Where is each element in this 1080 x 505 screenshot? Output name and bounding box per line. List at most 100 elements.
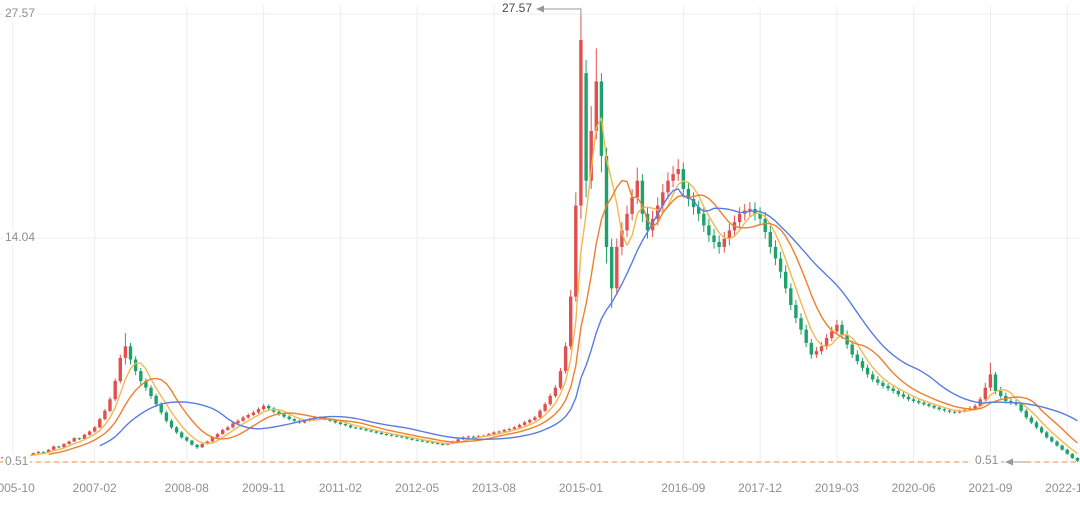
candle-body	[256, 409, 261, 413]
max-annotation-arrow	[536, 5, 544, 13]
candle-body	[87, 431, 92, 435]
candle-body	[778, 258, 783, 272]
candle-body	[287, 416, 291, 420]
candle-body	[1075, 458, 1080, 461]
candle-body	[814, 351, 819, 355]
candle-body	[697, 207, 701, 214]
candle-body	[927, 404, 931, 406]
candle-body	[661, 192, 665, 206]
y-axis-label-mid: 14.04	[3, 230, 38, 245]
candle-body	[374, 431, 378, 433]
candle-body	[369, 430, 373, 432]
candle-body	[712, 235, 716, 242]
candle-body	[389, 434, 394, 436]
candle-body	[871, 374, 875, 380]
candle-body	[354, 427, 358, 429]
candle-body	[420, 440, 424, 442]
candle-body	[625, 213, 629, 231]
candle-body	[241, 417, 245, 421]
candle-body	[999, 391, 1003, 396]
candle-body	[958, 411, 962, 413]
candle-body	[1029, 417, 1034, 423]
candle-body	[425, 441, 430, 443]
x-axis-label: 2019-03	[815, 481, 859, 495]
candle-body	[164, 412, 169, 421]
candle-body	[251, 412, 256, 415]
candle-body	[77, 438, 81, 440]
candle-body	[717, 242, 721, 247]
candle-body	[149, 387, 153, 396]
candle-body	[487, 434, 491, 436]
candle-body	[159, 404, 163, 413]
candle-body	[794, 304, 798, 319]
candle-body	[528, 419, 532, 423]
candle-body	[128, 346, 133, 360]
candle-body	[722, 238, 726, 247]
candle-body	[973, 405, 977, 409]
candle-body	[988, 374, 993, 388]
candle-body	[384, 434, 389, 435]
candle-body	[215, 434, 220, 438]
candle-body	[896, 391, 900, 395]
candle-body	[123, 346, 128, 358]
candle-body	[993, 374, 998, 391]
max-price-annotation: 27.57	[501, 1, 532, 15]
candle-body	[922, 402, 926, 405]
x-axis-label: 2015-01	[559, 481, 603, 495]
candle-body	[819, 346, 824, 352]
x-axis-label: 2017-12	[738, 481, 782, 495]
candle-body	[210, 437, 215, 442]
candle-body	[620, 230, 624, 247]
candle-body	[497, 431, 501, 433]
candle-body	[0, 457, 5, 459]
candle-body	[93, 427, 97, 432]
candle-body	[154, 395, 158, 405]
y-axis-label-min: 0.51	[3, 454, 31, 469]
candle-body	[789, 288, 793, 305]
candle-body	[748, 208, 752, 211]
grid-lines	[0, 6, 1080, 463]
candle-body	[292, 419, 296, 421]
x-axis-label: 2022-12	[1045, 481, 1080, 495]
candle-body	[830, 331, 834, 338]
candle-body	[302, 420, 307, 423]
candle-body	[691, 198, 696, 208]
candle-body	[584, 73, 588, 181]
candle-body	[72, 438, 76, 442]
candle-body	[804, 329, 808, 343]
candle-body	[635, 180, 639, 198]
candle-body	[1055, 441, 1059, 446]
candle-body	[758, 213, 762, 219]
max-annotation-leader	[543, 8, 582, 17]
candle-body	[860, 361, 865, 368]
candle-body	[415, 439, 419, 441]
candle-body	[267, 405, 271, 409]
candle-body	[98, 419, 102, 428]
candle-body	[850, 344, 854, 355]
candle-body	[1019, 404, 1023, 411]
candle-body	[1050, 437, 1054, 442]
candle-body	[41, 451, 46, 453]
x-axis-label: 2005-10	[0, 481, 35, 495]
candle-body	[180, 432, 184, 438]
candle-body	[932, 405, 936, 408]
candle-body	[952, 411, 957, 413]
candle-body	[579, 40, 583, 206]
candle-body	[52, 446, 56, 450]
x-axis-label: 2013-08	[472, 481, 516, 495]
candle-body	[604, 155, 609, 247]
candle-body	[435, 443, 440, 445]
x-axis-label: 2011-02	[319, 481, 362, 495]
candle-body	[855, 354, 859, 362]
candle-body	[31, 453, 35, 455]
candle-body	[108, 399, 112, 411]
candle-body	[1070, 453, 1074, 458]
candle-body	[702, 213, 706, 226]
candle-body	[364, 429, 368, 431]
candle-body	[681, 169, 685, 189]
candle-body	[57, 446, 61, 448]
candle-body	[277, 411, 281, 415]
candle-body	[656, 205, 660, 219]
